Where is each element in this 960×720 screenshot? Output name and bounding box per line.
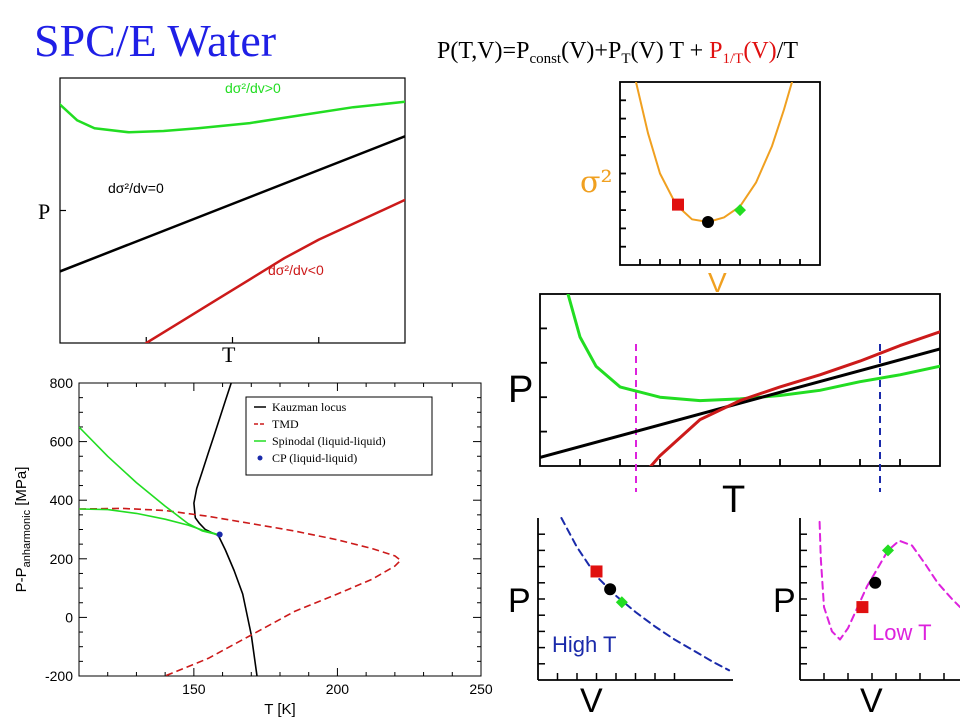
lowt-xlabel: V [860, 682, 883, 720]
slide-title: SPC/E Water [34, 15, 277, 66]
phase-ytick-label-600: 600 [50, 434, 74, 450]
phase-ytick-label-400: 400 [50, 492, 74, 508]
eq-mid: (V)+P [561, 38, 622, 64]
hight-series [560, 517, 731, 672]
phase-series-3 [79, 508, 218, 535]
eq-sub-const: const [529, 51, 562, 67]
schematic-pt-2-chart: PT [508, 293, 941, 521]
eq-sub-1T: 1/T [722, 51, 744, 67]
hight-xlabel: V [580, 682, 603, 720]
phase-series-1 [79, 507, 402, 676]
schematic-label-red: dσ²/dv<0 [268, 262, 324, 278]
pt2-xlabel: T [722, 479, 745, 521]
eq-mid2: (V) T + [630, 38, 710, 64]
phase-ytick-label--200: -200 [45, 668, 73, 684]
hight-marker-circle [604, 583, 617, 596]
phase-xlabel: T [K] [264, 701, 295, 718]
schematic-frame [59, 77, 406, 344]
eq-tail: /T [776, 38, 798, 64]
phase-ylabel: P-Panharmonic [MPa] [13, 467, 33, 593]
lowt-annotation: Low T [872, 620, 932, 645]
equation: P(T,V)=Pconst(V)+PT(V) T + P1/T(V)/T [437, 38, 798, 68]
hight-annotation: High T [552, 632, 616, 657]
phase-cp-point [216, 531, 223, 538]
sigma-frame [619, 81, 821, 266]
pt2-series-black [540, 347, 940, 459]
pt2-series-red [649, 330, 940, 466]
phase-series-0 [193, 383, 258, 676]
low-t-chart: Low T P V [773, 518, 960, 720]
schematic-label-black: dσ²/dv=0 [108, 180, 164, 196]
eq-red-P: P [709, 38, 723, 64]
phase-series-2 [79, 426, 217, 536]
phase-legend-label-3: CP (liquid-liquid) [272, 451, 357, 465]
phase-ytick-label-200: 200 [50, 551, 74, 567]
phase-ylabel-main: P-P [13, 567, 30, 592]
phase-ytick-label-800: 800 [50, 375, 74, 391]
schematic-series-green [60, 100, 405, 134]
hight-ylabel: P [508, 582, 531, 620]
phase-legend-label-0: Kauzman locus [272, 400, 347, 414]
sigma-marker-circle [702, 215, 714, 228]
phase-diagram-chart: 150 200 250 -200 0 200 400 600 800 Kauzman locus T… [13, 375, 493, 718]
phase-xtick-label-250: 250 [469, 681, 493, 697]
pt2-ylabel: P [508, 369, 533, 411]
phase-legend-label-1: TMD [272, 417, 299, 431]
eq-red-V: (V) [743, 38, 777, 64]
lowt-marker-diamond [882, 544, 894, 557]
sigma-ylabel: σ² [580, 165, 613, 200]
schematic-pt-chart: dσ²/dv>0 dσ²/dv=0 dσ²/dv<0 P T [38, 77, 406, 367]
eq-sub-T: T [621, 51, 631, 67]
phase-legend-box [245, 396, 433, 476]
lowt-ylabel: P [773, 582, 796, 620]
sigma-v-chart: σ² V [580, 81, 821, 298]
phase-legend-label-2: Spinodal (liquid-liquid) [272, 434, 386, 448]
phase-xtick-label-200: 200 [326, 681, 350, 697]
phase-xtick-label-150: 150 [182, 681, 206, 697]
hight-marker-diamond [615, 596, 628, 609]
lowt-marker-circle [869, 576, 882, 589]
schematic-xlabel: T [222, 342, 236, 367]
high-t-chart: High T P V [508, 517, 733, 720]
phase-legend-swatch-3 [257, 455, 263, 461]
eq-lhs: P(T,V)=P [437, 38, 530, 64]
schematic-series-black [60, 135, 405, 273]
pt2-series-green [566, 294, 940, 403]
sigma-marker-diamond [734, 204, 746, 217]
hight-marker-square [590, 565, 603, 578]
schematic-ylabel: P [38, 199, 50, 224]
phase-ylabel-tail: [MPa] [13, 467, 30, 510]
sigma-xlabel: V [708, 267, 727, 298]
lowt-marker-square [856, 601, 869, 614]
schematic-series-red [145, 198, 405, 343]
schematic-label-green: dσ²/dv>0 [225, 80, 281, 96]
phase-ylabel-sub: anharmonic [21, 509, 33, 567]
sigma-marker-square [672, 198, 684, 211]
sigma-series-0 [635, 82, 793, 223]
phase-ytick-label-0: 0 [65, 609, 73, 625]
